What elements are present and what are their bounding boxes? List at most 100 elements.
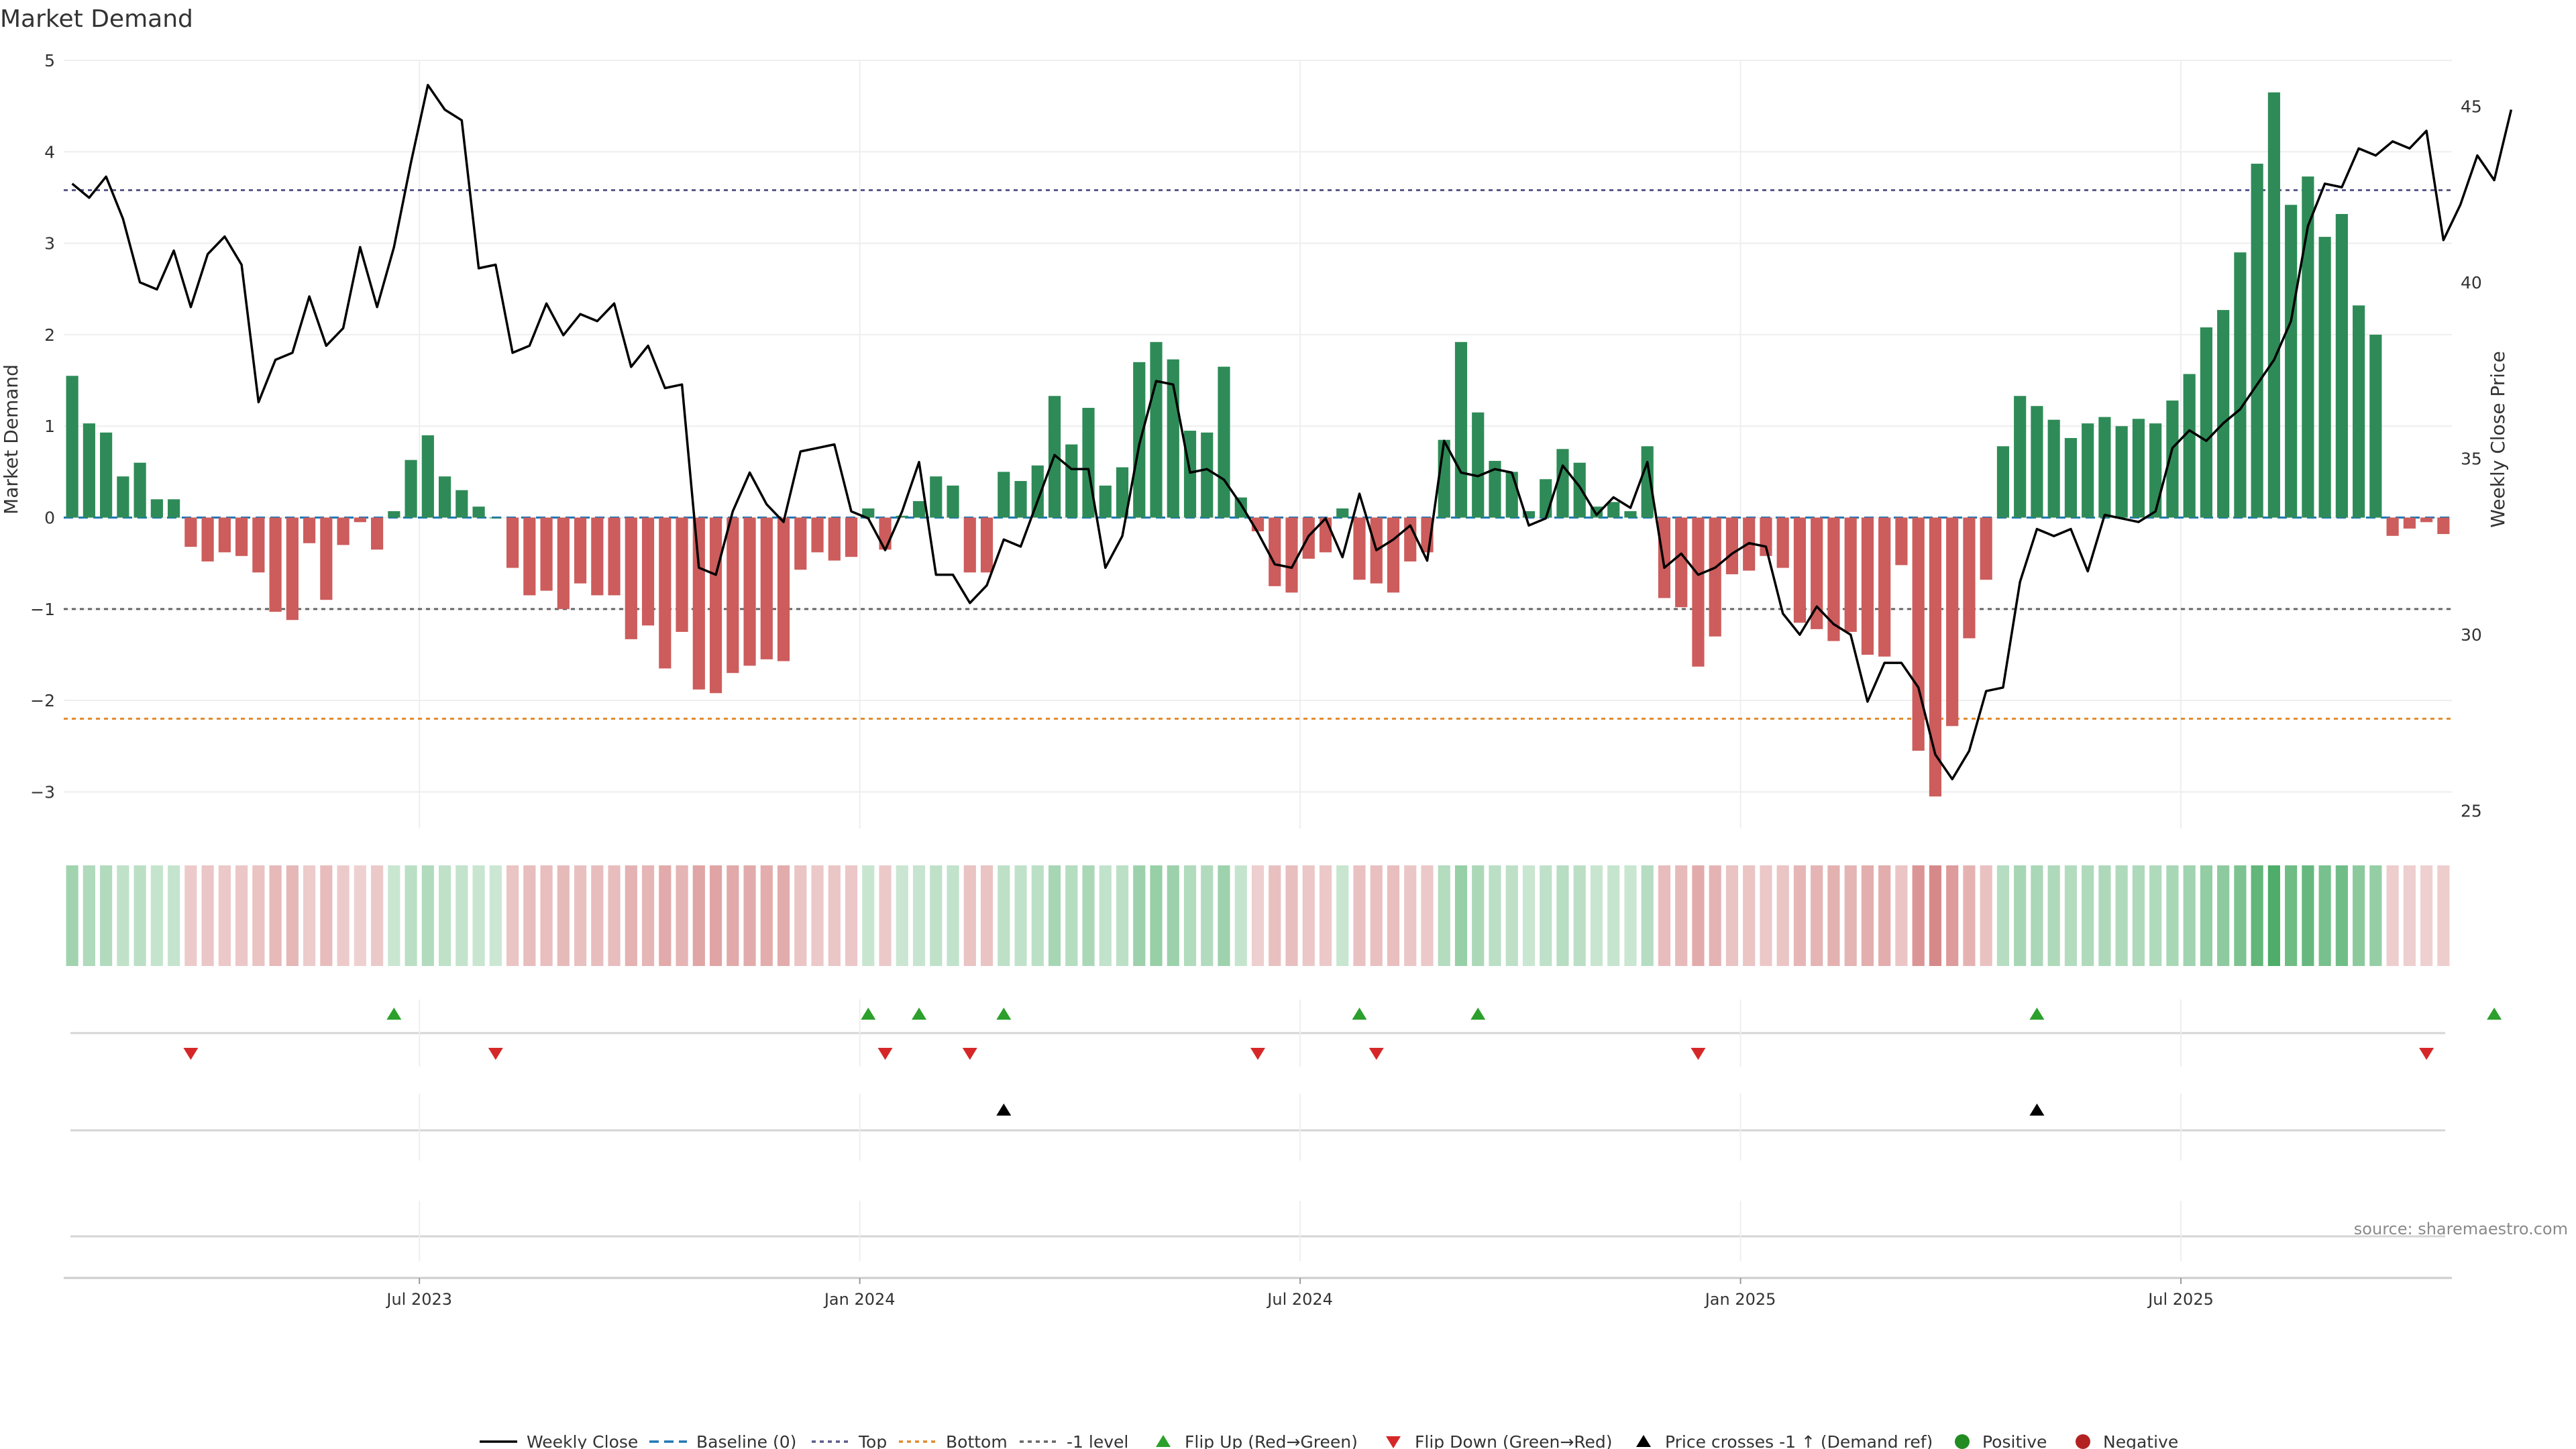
demand-bar xyxy=(2285,205,2298,518)
heat-cell xyxy=(1878,865,1891,966)
demand-bar xyxy=(1607,502,1620,518)
heat-cell xyxy=(2437,865,2450,966)
heat-cell xyxy=(676,865,688,966)
heat-cell xyxy=(760,865,773,966)
heat-cell xyxy=(2200,865,2212,966)
heat-cell xyxy=(1743,865,1756,966)
demand-bar xyxy=(472,506,485,518)
heat-cell xyxy=(337,865,350,966)
demand-bar xyxy=(2014,396,2027,518)
heat-cell xyxy=(574,865,587,966)
heat-cell xyxy=(1946,865,1959,966)
y2-tick-label: 25 xyxy=(2461,802,2482,821)
y-axis-title: Market Demand xyxy=(0,364,22,515)
demand-bar xyxy=(1658,517,1671,598)
demand-bar xyxy=(980,517,994,573)
heat-cell xyxy=(2217,865,2230,966)
demand-bar xyxy=(828,517,841,561)
heat-cell xyxy=(1996,865,2010,966)
x-tick-label: Jul 2025 xyxy=(2147,1290,2214,1309)
demand-bar xyxy=(2369,334,2382,518)
heat-cell xyxy=(930,865,943,966)
heat-cell xyxy=(1540,865,1552,966)
heat-cell xyxy=(388,865,400,966)
heat-cell xyxy=(828,865,841,966)
heat-cell xyxy=(1505,865,1518,966)
heat-cell xyxy=(133,865,146,966)
y-tick-label: −3 xyxy=(30,782,55,802)
demand-bar xyxy=(2132,419,2145,518)
heat-cell xyxy=(1404,865,1417,966)
demand-bar xyxy=(2353,305,2365,518)
heat-cell xyxy=(286,865,299,966)
flip-down-marker xyxy=(488,1048,503,1060)
demand-bar xyxy=(168,499,180,518)
flip-up-marker xyxy=(2029,1008,2045,1020)
heat-cell xyxy=(1760,865,1772,966)
demand-bar xyxy=(320,517,333,600)
heat-cell xyxy=(1573,865,1586,966)
demand-bar xyxy=(201,517,214,561)
y-tick-label: 1 xyxy=(44,417,55,436)
heat-cell xyxy=(2132,865,2145,966)
y-tick-label: 4 xyxy=(44,142,55,162)
demand-bar xyxy=(709,517,722,694)
demand-bar xyxy=(1861,517,1874,655)
heat-cell xyxy=(2386,865,2399,966)
demand-bar xyxy=(2234,252,2247,518)
demand-bar xyxy=(218,517,231,553)
heat-cell xyxy=(1336,865,1349,966)
heat-cell xyxy=(421,865,434,966)
heat-cell xyxy=(1285,865,1298,966)
heat-cell xyxy=(2403,865,2416,966)
heat-cell xyxy=(1454,865,1468,966)
heat-cell xyxy=(1963,865,1976,966)
source-note: source: sharemaestro.com xyxy=(2354,1220,2568,1238)
heat-cell xyxy=(1167,865,1179,966)
heat-cell xyxy=(1082,865,1095,966)
heat-cell xyxy=(1929,865,1942,966)
demand-bar xyxy=(421,435,434,518)
flip-up-marker xyxy=(1470,1008,1486,1020)
demand-bar xyxy=(912,501,926,518)
demand-bar xyxy=(117,476,129,518)
demand-bar xyxy=(1793,517,1807,623)
demand-bar xyxy=(523,517,536,596)
y-tick-label: 2 xyxy=(44,325,55,345)
heat-cell xyxy=(218,865,231,966)
demand-bar xyxy=(1776,517,1789,568)
heat-cell xyxy=(2369,865,2382,966)
legend-swatch-dot xyxy=(1955,1434,1970,1449)
heat-cell xyxy=(1692,865,1705,966)
heat-cell xyxy=(1218,865,1230,966)
y-tick-label: 5 xyxy=(44,51,55,70)
heat-cell xyxy=(557,865,570,966)
demand-bar xyxy=(2302,176,2314,518)
heat-cell xyxy=(489,865,502,966)
demand-bar xyxy=(811,517,824,553)
demand-bars xyxy=(66,92,2450,797)
heat-cell xyxy=(1658,865,1671,966)
y2-axis-title: Weekly Close Price xyxy=(2487,351,2509,527)
heat-cell xyxy=(168,865,180,966)
demand-bar xyxy=(83,423,95,518)
demand-bar xyxy=(1895,517,1908,566)
demand-bar xyxy=(1641,446,1654,518)
demand-bar xyxy=(2420,517,2433,523)
heat-cell xyxy=(1861,865,1874,966)
heat-cell xyxy=(625,865,637,966)
heat-cell xyxy=(1472,865,1485,966)
demand-bar xyxy=(1201,432,1214,518)
heat-cell xyxy=(608,865,621,966)
heat-cell xyxy=(980,865,994,966)
demand-bar xyxy=(2386,517,2399,536)
heat-cell xyxy=(2014,865,2027,966)
demand-bar xyxy=(1116,467,1129,518)
heat-cell xyxy=(2318,865,2331,966)
heat-cell xyxy=(709,865,722,966)
demand-bar xyxy=(1014,481,1027,518)
heat-cell xyxy=(1048,865,1061,966)
heat-cell xyxy=(743,865,756,966)
legend-swatch-marker xyxy=(1386,1436,1401,1448)
heat-cell xyxy=(2115,865,2128,966)
